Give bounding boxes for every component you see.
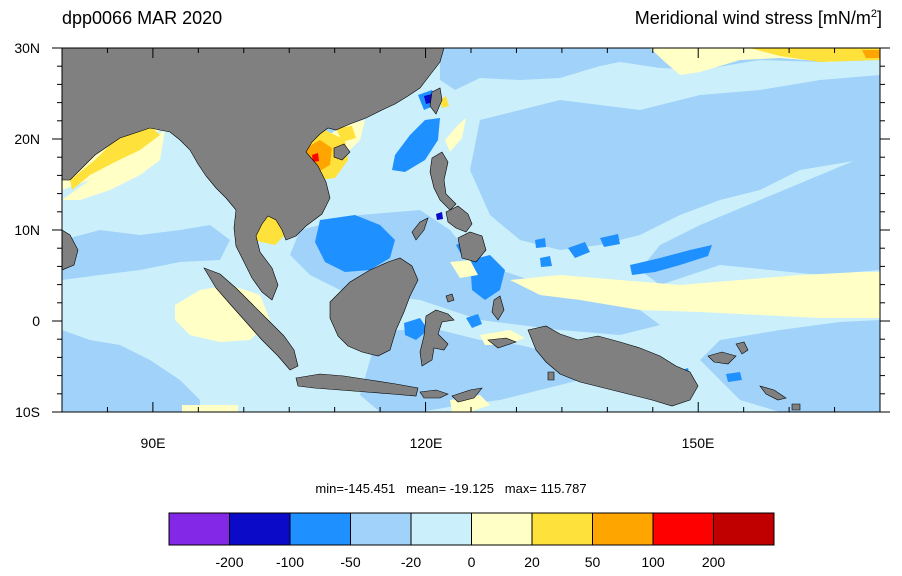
colorbar-label: -20 bbox=[401, 554, 421, 570]
colorbar-swatch bbox=[652, 512, 714, 546]
colorbar-swatch bbox=[531, 512, 593, 546]
timor-island bbox=[451, 387, 483, 403]
colorbar-swatch bbox=[410, 512, 472, 546]
axis-ticks bbox=[52, 47, 890, 413]
colorbar-label: 0 bbox=[468, 554, 476, 570]
hainan-island bbox=[333, 143, 351, 161]
map-title-right: Meridional wind stress [mN/m2] bbox=[635, 8, 882, 29]
solomon-islands bbox=[759, 385, 787, 401]
small-island-1 bbox=[445, 293, 455, 303]
sumatra-island bbox=[203, 267, 299, 371]
new-ireland-island bbox=[735, 341, 749, 355]
new-britain-island bbox=[707, 351, 737, 365]
lat-label-20n: 20N bbox=[14, 131, 40, 147]
lesser-sunda-islands bbox=[419, 389, 449, 399]
taiwan-island bbox=[429, 87, 443, 115]
title-superscript: 2 bbox=[870, 8, 877, 20]
lon-label-90e: 90E bbox=[141, 435, 166, 451]
colorbar-label: -100 bbox=[276, 554, 304, 570]
colorbar-swatch bbox=[713, 512, 775, 546]
borneo-island bbox=[329, 257, 419, 357]
palawan-island bbox=[411, 217, 429, 241]
luzon-island bbox=[429, 151, 457, 211]
sulawesi-island bbox=[419, 309, 455, 367]
mainland-asia bbox=[62, 48, 445, 301]
colorbar-swatch bbox=[350, 512, 412, 546]
colorbar-label: -50 bbox=[340, 554, 360, 570]
seram-island bbox=[487, 337, 517, 349]
halmahera-island bbox=[491, 295, 505, 321]
colorbar-label: 20 bbox=[524, 554, 540, 570]
colorbar-swatch bbox=[471, 512, 533, 546]
lat-label-0: 0 bbox=[32, 313, 40, 329]
contour-band-200 bbox=[312, 153, 319, 162]
visayas-islands bbox=[445, 205, 473, 233]
lon-label-120e: 120E bbox=[410, 435, 443, 451]
map-title-left: dpp0066 MAR 2020 bbox=[62, 8, 223, 28]
lon-label-150e: 150E bbox=[682, 435, 715, 451]
colorbar-label: 50 bbox=[585, 554, 601, 570]
lat-label-10n: 10N bbox=[14, 222, 40, 238]
colorbar-swatch bbox=[229, 512, 291, 546]
lat-label-10s: 10S bbox=[15, 404, 40, 420]
axis-labels: 30N 20N 10N 0 10S 90E 120E 150E bbox=[14, 40, 714, 451]
java-island bbox=[295, 373, 419, 397]
wind-stress-map: 30N 20N 10N 0 10S 90E 120E 150E bbox=[14, 40, 890, 451]
statistics-summary: min=-145.451 mean= -19.125 max= 115.787 bbox=[315, 481, 587, 496]
india-tip bbox=[62, 229, 79, 271]
colorbar-swatch bbox=[289, 512, 351, 546]
land-masses bbox=[62, 48, 801, 411]
colorbar-label: 200 bbox=[702, 554, 726, 570]
mindanao-island bbox=[457, 231, 487, 263]
colorbar-labels: -200 -100 -50 -20 0 20 50 100 200 bbox=[215, 554, 725, 570]
title-close: ] bbox=[876, 8, 882, 28]
colorbar-label: -200 bbox=[215, 554, 243, 570]
colorbar-swatch bbox=[168, 512, 230, 546]
title-text: Meridional wind stress [mN/m bbox=[634, 8, 871, 28]
small-island-3 bbox=[791, 403, 801, 411]
colorbar-label: 100 bbox=[641, 554, 665, 570]
colorbar-swatch bbox=[592, 512, 654, 546]
lat-label-30n: 30N bbox=[14, 40, 40, 56]
colorbar-boxes bbox=[168, 512, 775, 546]
small-island-2 bbox=[547, 371, 555, 381]
new-guinea-island bbox=[527, 325, 699, 407]
